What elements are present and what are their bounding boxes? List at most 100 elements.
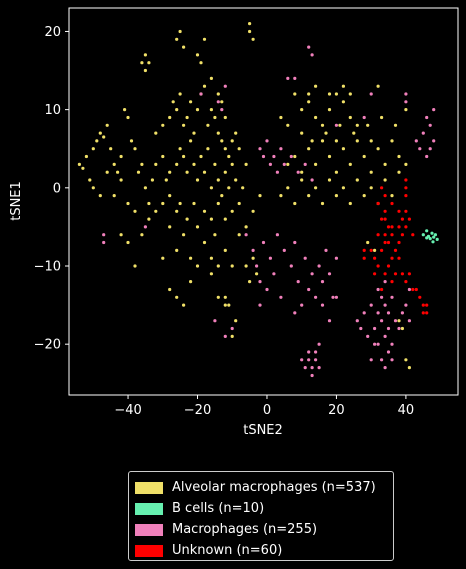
point-series-2 — [331, 295, 335, 299]
point-series-3 — [390, 225, 394, 229]
point-series-2 — [258, 303, 262, 307]
point-series-0 — [154, 162, 158, 166]
point-series-0 — [98, 194, 102, 198]
point-series-0 — [230, 209, 234, 213]
point-series-0 — [251, 209, 255, 213]
point-series-0 — [185, 217, 189, 221]
point-series-3 — [397, 209, 401, 213]
point-series-0 — [216, 264, 220, 268]
point-series-2 — [279, 147, 283, 151]
point-series-3 — [397, 225, 401, 229]
point-series-0 — [175, 108, 179, 112]
legend-label: Alveolar macrophages (n=537) — [172, 480, 376, 495]
point-series-0 — [251, 256, 255, 260]
point-series-0 — [237, 201, 241, 206]
point-series-3 — [414, 287, 418, 292]
point-series-3 — [404, 194, 408, 198]
point-series-0 — [140, 162, 144, 166]
point-series-0 — [376, 84, 380, 88]
x-tick-label: 20 — [328, 403, 345, 418]
point-series-2 — [314, 350, 318, 354]
point-series-0 — [95, 139, 99, 143]
point-series-2 — [261, 240, 266, 245]
point-series-2 — [362, 115, 366, 120]
point-series-0 — [123, 108, 127, 112]
point-series-0 — [341, 84, 345, 88]
point-series-3 — [411, 287, 415, 292]
point-series-0 — [341, 147, 345, 151]
point-series-0 — [105, 123, 109, 127]
point-series-0 — [286, 186, 290, 190]
point-series-2 — [407, 319, 411, 323]
point-series-0 — [91, 147, 95, 151]
point-series-3 — [407, 217, 411, 221]
point-series-3 — [380, 186, 384, 190]
point-series-0 — [397, 154, 401, 159]
point-series-2 — [293, 76, 297, 80]
point-series-2 — [327, 272, 332, 276]
point-series-1 — [433, 233, 437, 237]
point-series-0 — [175, 209, 179, 213]
point-series-0 — [314, 162, 318, 166]
point-series-0 — [116, 170, 120, 174]
point-series-0 — [237, 147, 241, 151]
point-series-1 — [421, 233, 425, 237]
point-series-0 — [168, 287, 172, 292]
point-series-0 — [150, 178, 154, 182]
point-series-0 — [327, 92, 332, 96]
x-axis-label: tSNE2 — [243, 423, 283, 438]
point-series-0 — [182, 45, 186, 49]
point-series-0 — [105, 170, 109, 174]
point-series-0 — [373, 248, 377, 252]
point-series-2 — [272, 154, 276, 159]
point-series-3 — [373, 256, 377, 260]
point-series-3 — [383, 217, 387, 221]
point-series-0 — [390, 194, 394, 198]
point-series-0 — [213, 115, 217, 120]
point-series-0 — [369, 186, 373, 190]
point-series-0 — [91, 186, 95, 190]
point-series-0 — [164, 178, 168, 182]
point-series-3 — [418, 295, 422, 299]
point-series-3 — [411, 233, 415, 237]
point-series-2 — [324, 248, 328, 252]
point-series-0 — [237, 233, 241, 237]
point-series-0 — [348, 92, 352, 96]
point-series-0 — [223, 248, 227, 252]
point-series-3 — [425, 303, 429, 307]
point-series-2 — [314, 358, 318, 362]
y-axis: −20 −10 0 10 20 — [34, 25, 69, 353]
point-series-2 — [355, 319, 359, 323]
point-series-0 — [223, 217, 227, 221]
point-series-0 — [216, 178, 220, 182]
point-series-0 — [324, 131, 328, 135]
point-series-2 — [404, 303, 408, 307]
point-series-0 — [220, 100, 224, 104]
legend-swatch — [135, 544, 163, 557]
point-series-2 — [400, 311, 404, 315]
point-series-0 — [334, 139, 338, 143]
point-series-0 — [206, 123, 210, 127]
point-series-3 — [390, 201, 394, 206]
legend-label: Unknown (n=60) — [172, 543, 283, 558]
y-tick-label: −20 — [34, 338, 61, 353]
y-tick-label: −10 — [34, 260, 61, 275]
point-series-0 — [109, 147, 113, 151]
point-series-0 — [161, 123, 165, 127]
point-series-2 — [293, 240, 297, 245]
point-series-0 — [182, 123, 186, 127]
point-series-2 — [258, 280, 262, 284]
point-series-3 — [400, 217, 404, 221]
point-series-0 — [195, 53, 200, 57]
legend-item-macrophages: Macrophages (n=255) — [135, 519, 393, 540]
point-series-0 — [227, 303, 231, 307]
point-series-0 — [168, 115, 172, 120]
point-series-0 — [154, 209, 158, 213]
point-series-0 — [334, 170, 338, 174]
point-series-0 — [195, 178, 200, 182]
point-series-2 — [334, 123, 338, 127]
point-series-0 — [348, 162, 352, 166]
point-series-0 — [234, 131, 238, 135]
point-series-2 — [390, 295, 394, 299]
point-series-2 — [386, 326, 391, 331]
